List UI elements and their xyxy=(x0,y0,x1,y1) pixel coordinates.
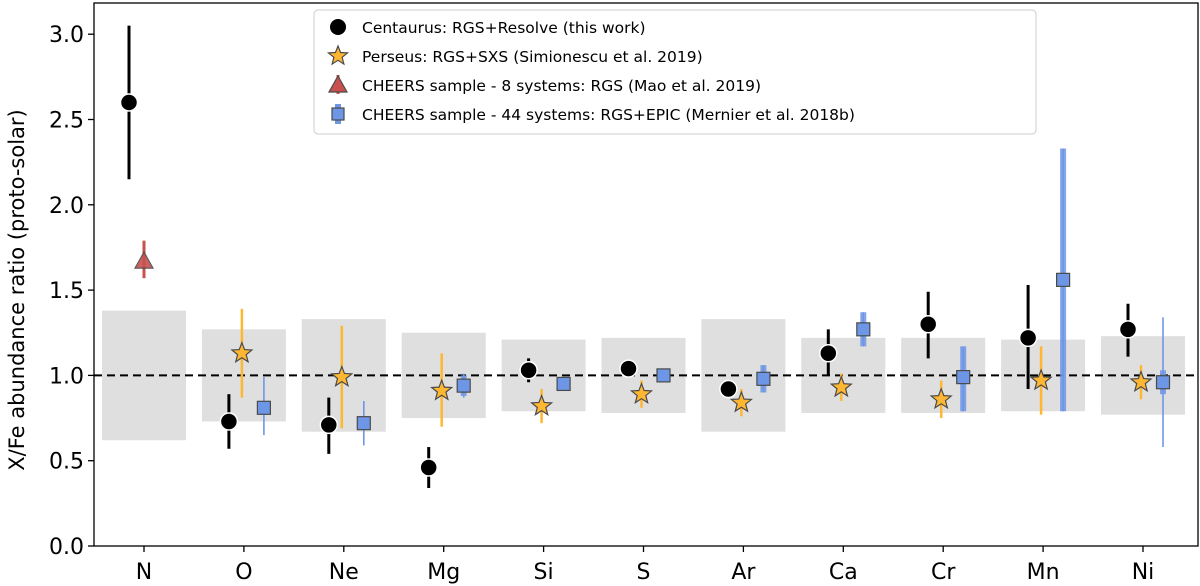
ytick-label-3.0: 3.0 xyxy=(49,23,84,48)
marker-s3-O xyxy=(256,400,271,415)
marker-s1-Ar xyxy=(729,390,753,413)
marker-s0-Cr xyxy=(918,314,938,334)
marker-s0-Ne xyxy=(319,415,339,435)
xtick-label-Cr: Cr xyxy=(931,560,956,585)
marker-s1-Ca xyxy=(829,375,853,398)
marker-s3-Mg xyxy=(456,378,471,393)
marker-s0-Ca xyxy=(819,343,838,363)
ytick-label-1.0: 1.0 xyxy=(49,364,84,389)
marker-s3-S xyxy=(656,368,671,383)
xtick-label-Si: Si xyxy=(534,560,554,585)
marker-s3-Ar xyxy=(756,371,771,386)
marker-s3-Ni xyxy=(1155,375,1171,390)
xtick-label-Ca: Ca xyxy=(829,560,858,585)
marker-s0-Si xyxy=(519,361,538,380)
xtick-label-Mn: Mn xyxy=(1027,560,1060,585)
marker-s0-S xyxy=(619,359,638,378)
ytick-label-0.5: 0.5 xyxy=(49,450,84,475)
legend-label-0: Centaurus: RGS+Resolve (this work) xyxy=(362,19,646,37)
axes: 0.0 0.5 1.0 1.5 2.0 2.5 3.0 N O Ne Mg Si S Ar Ca Cr Mn Ni xyxy=(49,2,1199,585)
y-axis-label: X/Fe abundance ratio (proto-solar) xyxy=(5,109,29,470)
marker-s1-O xyxy=(230,341,254,364)
marker-s2-N xyxy=(133,250,155,269)
marker-s1-Si xyxy=(530,393,554,416)
marker-s1-S xyxy=(629,382,654,405)
legend-marker-2 xyxy=(327,74,349,93)
marker-s3-Ca xyxy=(856,322,871,337)
ytick-label-2.0: 2.0 xyxy=(49,194,84,219)
legend-box xyxy=(313,9,1037,135)
ytick-label-2.5: 2.5 xyxy=(49,109,84,134)
marker-s3-Ne xyxy=(356,416,371,431)
marker-s1-Ni xyxy=(1129,370,1153,393)
legend-marker-3 xyxy=(331,107,345,121)
ytick-label-1.5: 1.5 xyxy=(49,279,84,304)
xtick-label-N: N xyxy=(136,560,152,585)
marker-s3-Mn xyxy=(1055,272,1071,287)
marker-s0-O xyxy=(219,412,239,431)
axes-frame xyxy=(93,2,1199,547)
marker-s1-Mg xyxy=(430,378,454,401)
legend: Centaurus: RGS+Resolve (this work) Perseu… xyxy=(313,9,1037,135)
xtick-label-Ar: Ar xyxy=(731,560,756,585)
marker-s0-Mg xyxy=(419,458,438,477)
legend-marker-1 xyxy=(326,44,350,66)
marker-s0-Ni xyxy=(1118,320,1138,339)
marker-s0-N xyxy=(119,93,139,112)
legend-label-2: CHEERS sample - 8 systems: RGS (Mao et a… xyxy=(362,77,761,95)
xtick-label-Ni: Ni xyxy=(1132,560,1155,585)
marker-s1-Cr xyxy=(929,387,953,410)
ytick-label-0.0: 0.0 xyxy=(49,535,84,560)
marker-s0-Mn xyxy=(1018,328,1038,348)
xtick-label-O: O xyxy=(235,560,252,585)
legend-label-3: CHEERS sample - 44 systems: RGS+EPIC (Me… xyxy=(362,106,855,124)
marker-s3-Si xyxy=(556,376,571,392)
marker-s1-Ne xyxy=(330,364,354,387)
legend-label-1: Perseus: RGS+SXS (Simionescu et al. 2019… xyxy=(362,48,703,66)
xtick-label-Mg: Mg xyxy=(427,560,460,585)
legend-marker-0 xyxy=(330,19,346,35)
xtick-label-S: S xyxy=(637,560,651,585)
data-markers xyxy=(119,93,1171,477)
marker-s3-Cr xyxy=(956,370,971,385)
marker-s1-Mn xyxy=(1029,368,1053,391)
xtick-label-Ne: Ne xyxy=(329,560,359,585)
marker-s0-Ar xyxy=(719,379,738,399)
